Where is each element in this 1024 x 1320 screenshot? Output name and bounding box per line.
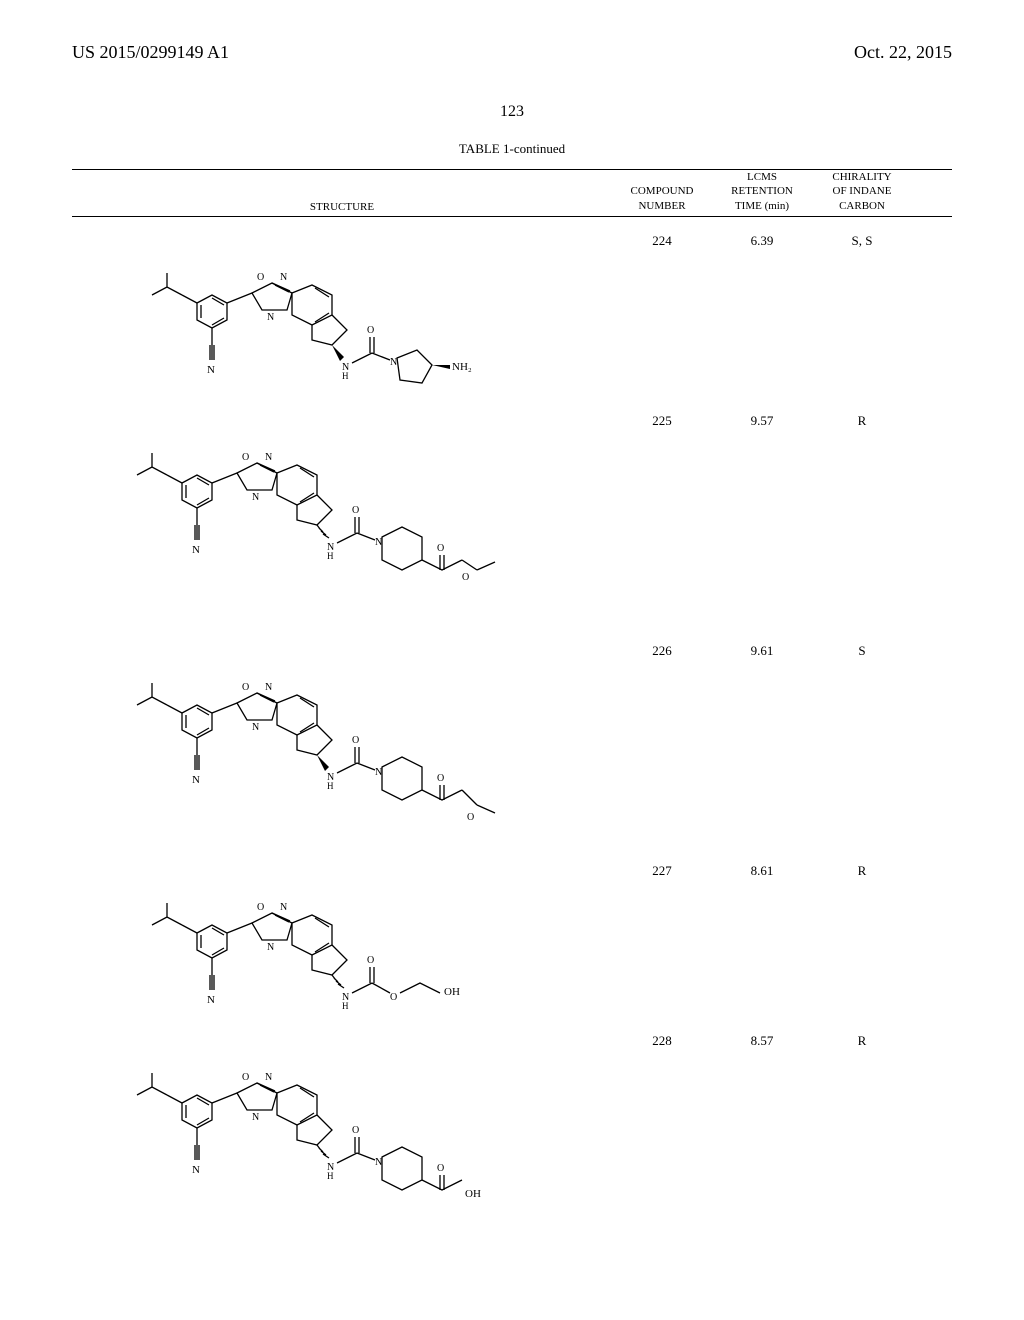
molecule-structure-icon: N O N N N H bbox=[132, 855, 552, 1015]
svg-text:H: H bbox=[327, 551, 334, 561]
compound-number-cell: 227 bbox=[612, 855, 712, 879]
column-header-structure: STRUCTURE bbox=[72, 201, 612, 217]
compound-number-cell: 224 bbox=[612, 225, 712, 249]
svg-text:O: O bbox=[367, 955, 374, 966]
structure-cell: N O N N N H bbox=[72, 855, 612, 1015]
svg-text:OH: OH bbox=[465, 1188, 481, 1200]
svg-text:H: H bbox=[342, 371, 349, 381]
table-row: N O N N N H bbox=[72, 1025, 952, 1225]
page-header: US 2015/0299149 A1 Oct. 22, 2015 bbox=[0, 0, 1024, 71]
svg-text:H: H bbox=[327, 1171, 334, 1181]
svg-text:O: O bbox=[462, 572, 469, 583]
structure-cell: N O N N N H bbox=[72, 1025, 612, 1215]
svg-text:O: O bbox=[467, 812, 474, 823]
svg-text:O: O bbox=[242, 1072, 249, 1083]
svg-text:N: N bbox=[252, 492, 259, 503]
svg-text:O: O bbox=[390, 992, 397, 1003]
svg-text:N: N bbox=[265, 682, 272, 693]
svg-text:N: N bbox=[267, 312, 274, 323]
column-header-compound: COMPOUND NUMBER bbox=[612, 184, 712, 217]
svg-text:H: H bbox=[327, 781, 334, 791]
svg-text:N: N bbox=[375, 537, 382, 548]
svg-text:N: N bbox=[252, 1112, 259, 1123]
svg-text:N: N bbox=[192, 1164, 200, 1176]
chirality-cell: R bbox=[812, 1025, 912, 1049]
structure-cell: N O N N N H bbox=[72, 635, 612, 845]
svg-text:O: O bbox=[352, 505, 359, 516]
svg-text:N: N bbox=[375, 1157, 382, 1168]
table-caption: TABLE 1-continued bbox=[0, 141, 1024, 157]
table-row: N O N N N H bbox=[72, 855, 952, 1025]
svg-text:N: N bbox=[192, 544, 200, 556]
svg-text:N: N bbox=[207, 364, 215, 376]
svg-text:N: N bbox=[267, 942, 274, 953]
svg-text:O: O bbox=[437, 1163, 444, 1174]
svg-text:N: N bbox=[265, 1072, 272, 1083]
svg-text:OH: OH bbox=[444, 986, 460, 998]
molecule-structure-icon: N O N N N H bbox=[117, 1025, 567, 1215]
publication-date: Oct. 22, 2015 bbox=[854, 42, 952, 63]
column-header-chirality-line3: CARBON bbox=[812, 199, 912, 213]
svg-text:O: O bbox=[437, 773, 444, 784]
table-row: N O N N N H bbox=[72, 405, 952, 635]
svg-text:O: O bbox=[257, 272, 264, 283]
svg-text:O: O bbox=[367, 325, 374, 336]
chirality-cell: R bbox=[812, 855, 912, 879]
svg-text:O: O bbox=[242, 682, 249, 693]
column-header-compound-line2: NUMBER bbox=[612, 199, 712, 213]
table-row: N O N N N H bbox=[72, 635, 952, 855]
table-container: STRUCTURE COMPOUND NUMBER LCMS RETENTION… bbox=[72, 169, 952, 1225]
svg-text:O: O bbox=[242, 452, 249, 463]
column-header-chirality-line1: CHIRALITY bbox=[812, 170, 912, 184]
lcms-cell: 9.61 bbox=[712, 635, 812, 659]
svg-text:N: N bbox=[280, 272, 287, 283]
svg-text:O: O bbox=[437, 543, 444, 554]
compound-number-cell: 225 bbox=[612, 405, 712, 429]
chirality-cell: S bbox=[812, 635, 912, 659]
structure-cell: N O N N N bbox=[72, 225, 612, 395]
svg-text:N: N bbox=[207, 994, 215, 1006]
column-header-compound-line1: COMPOUND bbox=[612, 184, 712, 198]
molecule-structure-icon: N O N N N H bbox=[117, 635, 567, 845]
svg-text:NH₂: NH₂ bbox=[452, 361, 472, 373]
chirality-cell: S, S bbox=[812, 225, 912, 249]
svg-text:N: N bbox=[390, 357, 397, 368]
svg-text:O: O bbox=[257, 902, 264, 913]
table-row: N O N N N bbox=[72, 225, 952, 405]
page-number: 123 bbox=[0, 103, 1024, 121]
svg-text:N: N bbox=[265, 452, 272, 463]
lcms-cell: 6.39 bbox=[712, 225, 812, 249]
table-header-row: STRUCTURE COMPOUND NUMBER LCMS RETENTION… bbox=[72, 171, 952, 217]
column-header-lcms-line3: TIME (min) bbox=[712, 199, 812, 213]
lcms-cell: 9.57 bbox=[712, 405, 812, 429]
molecule-structure-icon: N O N N N H bbox=[117, 405, 567, 625]
patent-number: US 2015/0299149 A1 bbox=[72, 42, 229, 63]
svg-text:H: H bbox=[342, 1001, 349, 1011]
svg-text:N: N bbox=[280, 902, 287, 913]
svg-text:N: N bbox=[375, 767, 382, 778]
table-body: N O N N N bbox=[72, 225, 952, 1225]
svg-text:O: O bbox=[352, 735, 359, 746]
svg-text:N: N bbox=[192, 774, 200, 786]
compound-number-cell: 226 bbox=[612, 635, 712, 659]
compound-number-cell: 228 bbox=[612, 1025, 712, 1049]
column-header-lcms-line2: RETENTION bbox=[712, 184, 812, 198]
lcms-cell: 8.57 bbox=[712, 1025, 812, 1049]
chirality-cell: R bbox=[812, 405, 912, 429]
column-header-chirality-line2: OF INDANE bbox=[812, 184, 912, 198]
structure-cell: N O N N N H bbox=[72, 405, 612, 625]
column-header-lcms: LCMS RETENTION TIME (min) bbox=[712, 170, 812, 217]
column-header-chirality: CHIRALITY OF INDANE CARBON bbox=[812, 170, 912, 217]
svg-text:N: N bbox=[252, 722, 259, 733]
molecule-structure-icon: N O N N N bbox=[132, 225, 552, 395]
svg-text:O: O bbox=[352, 1125, 359, 1136]
column-header-lcms-line1: LCMS bbox=[712, 170, 812, 184]
lcms-cell: 8.61 bbox=[712, 855, 812, 879]
